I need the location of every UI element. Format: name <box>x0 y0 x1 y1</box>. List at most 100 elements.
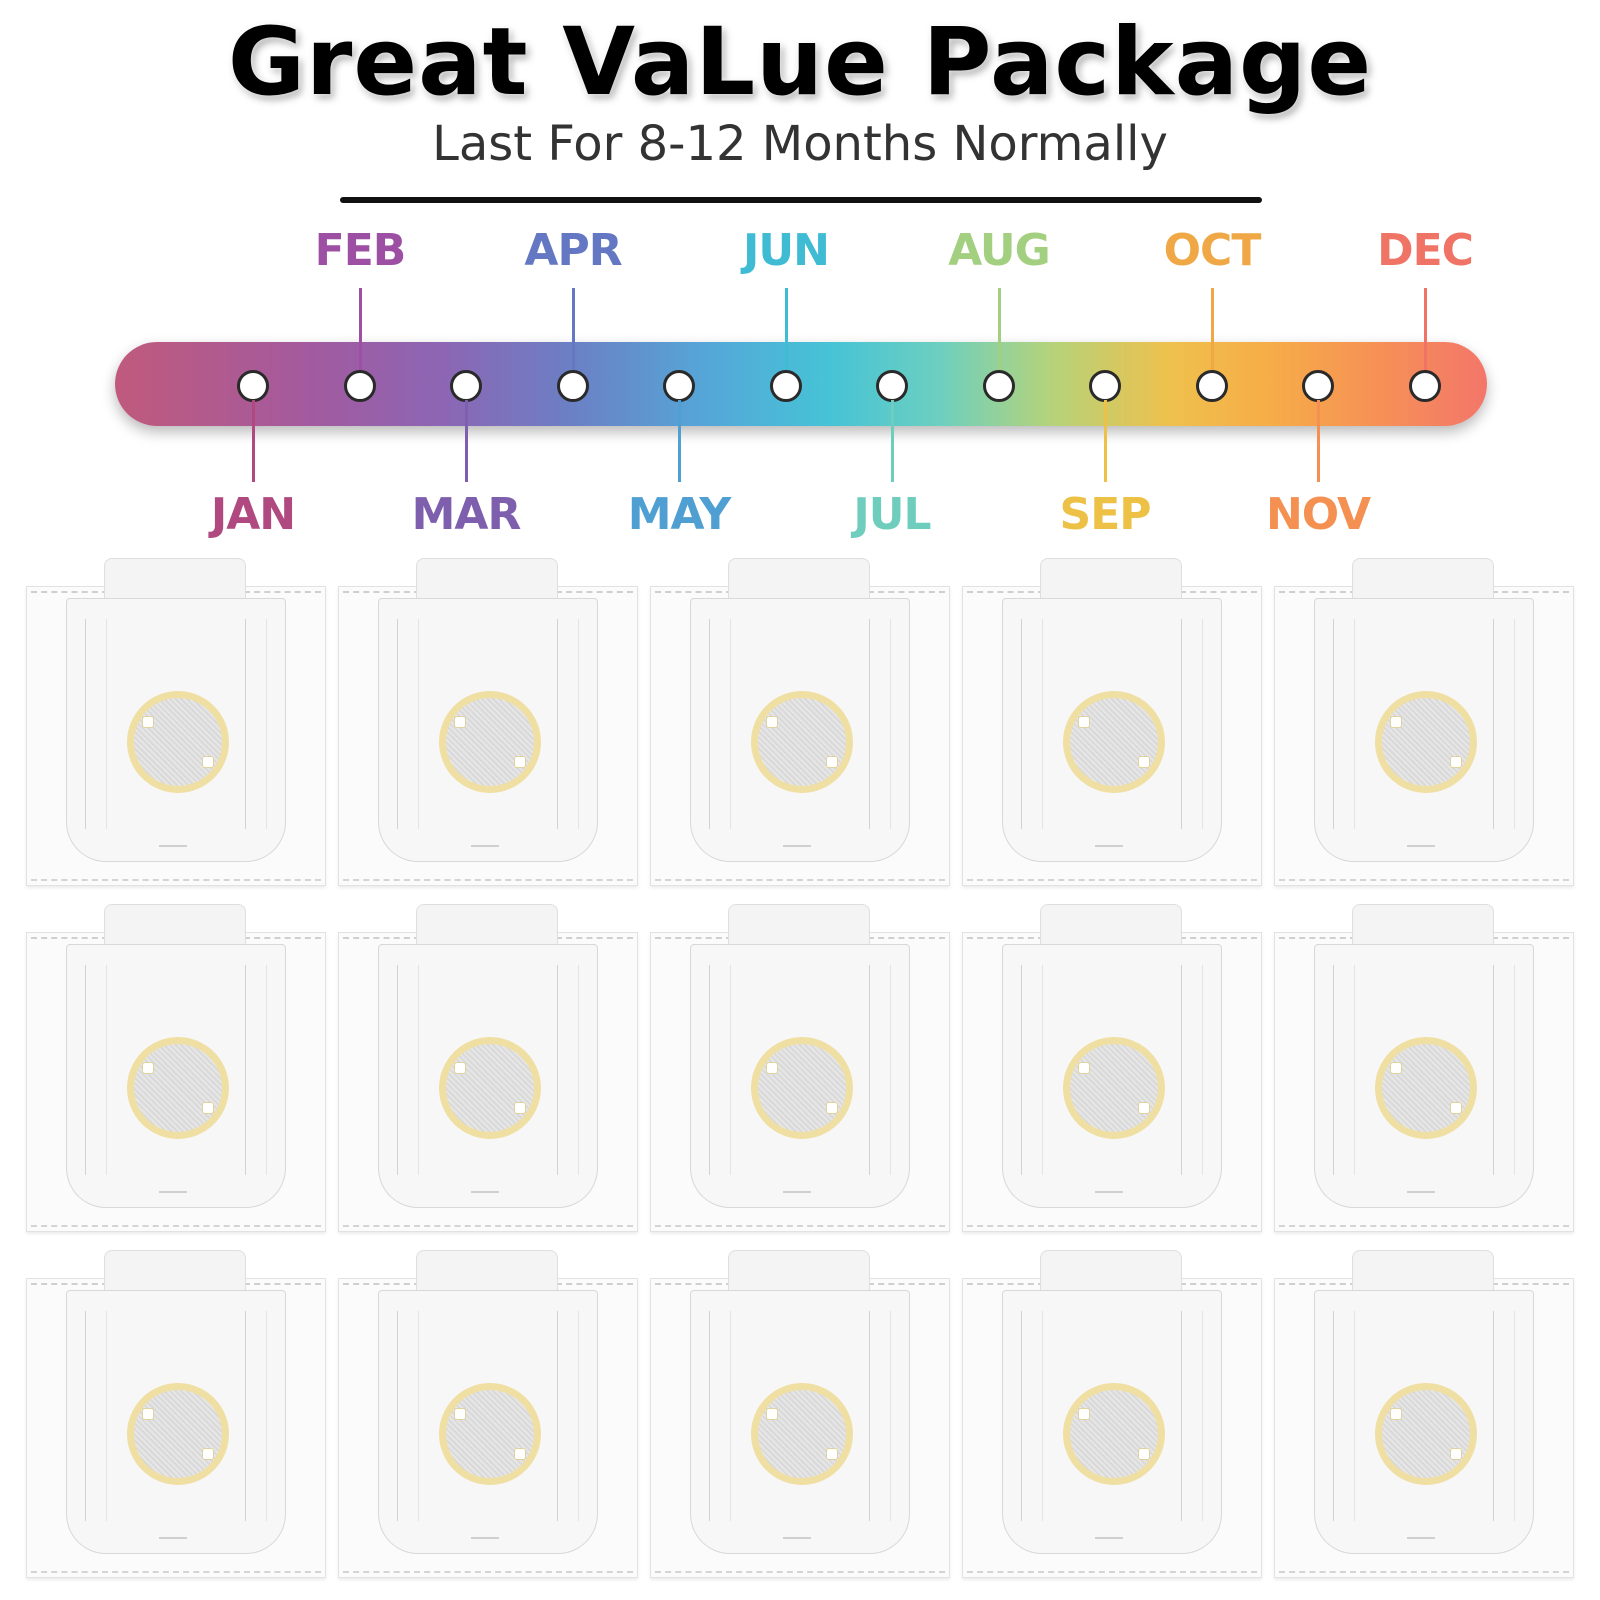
bag-collar-plate <box>378 1290 598 1554</box>
timeline-dot-feb <box>344 370 376 402</box>
plate-rail <box>1181 965 1203 1175</box>
timeline-dot-oct <box>1196 370 1228 402</box>
dust-bag <box>650 1250 950 1578</box>
page-subtitle: Last For 8-12 Months Normally <box>432 116 1168 172</box>
timeline-dot-dec <box>1409 370 1441 402</box>
timeline-dot-nov <box>1302 370 1334 402</box>
divider <box>340 197 1262 203</box>
timeline-dot-jun <box>770 370 802 402</box>
plate-notch <box>159 1183 187 1193</box>
month-label-jun: JUN <box>743 225 830 276</box>
page-title: Great VaLue Package <box>227 8 1373 117</box>
plate-rail <box>1333 1311 1355 1521</box>
plate-rail <box>245 1311 267 1521</box>
plate-notch <box>1407 1183 1435 1193</box>
plate-rail <box>1493 965 1515 1175</box>
plate-notch <box>1095 1529 1123 1539</box>
dust-bag <box>962 558 1262 886</box>
bag-pull-tab <box>728 904 870 946</box>
month-label-dec: DEC <box>1377 225 1474 276</box>
bag-inlet-ring <box>1375 691 1477 793</box>
plate-rail <box>557 619 579 829</box>
plate-notch <box>471 837 499 847</box>
dust-bag <box>962 1250 1262 1578</box>
timeline-dot-jul <box>876 370 908 402</box>
bag-pull-tab <box>1352 558 1494 600</box>
bag-pull-tab <box>1040 904 1182 946</box>
bag-pull-tab <box>104 904 246 946</box>
timeline-stem-apr <box>572 288 575 370</box>
dust-bag <box>338 904 638 1232</box>
bag-pull-tab <box>416 1250 558 1292</box>
dust-bag <box>338 1250 638 1578</box>
plate-rail <box>1021 965 1043 1175</box>
plate-rail <box>709 619 731 829</box>
plate-rail <box>1021 619 1043 829</box>
bag-collar-plate <box>66 1290 286 1554</box>
timeline-stem-aug <box>998 288 1001 370</box>
bag-inlet-ring <box>1063 1037 1165 1139</box>
bag-pull-tab <box>1352 1250 1494 1292</box>
plate-notch <box>1407 1529 1435 1539</box>
plate-rail <box>557 1311 579 1521</box>
bag-pull-tab <box>416 558 558 600</box>
bag-collar-plate <box>66 944 286 1208</box>
plate-notch <box>783 837 811 847</box>
bag-pull-tab <box>1040 1250 1182 1292</box>
plate-notch <box>1095 1183 1123 1193</box>
bag-pull-tab <box>728 558 870 600</box>
plate-notch <box>159 837 187 847</box>
plate-rail <box>85 1311 107 1521</box>
plate-notch <box>159 1529 187 1539</box>
timeline-dot-jan <box>237 370 269 402</box>
plate-rail <box>869 1311 891 1521</box>
timeline-dot-sep <box>1089 370 1121 402</box>
bag-inlet-ring <box>751 1383 853 1485</box>
timeline-stem-mar <box>465 400 468 482</box>
bag-pull-tab <box>104 558 246 600</box>
bag-collar-plate <box>1314 598 1534 862</box>
dust-bag <box>962 904 1262 1232</box>
bag-collar-plate <box>1002 598 1222 862</box>
bag-pull-tab <box>416 904 558 946</box>
bag-collar-plate <box>690 598 910 862</box>
bag-collar-plate <box>690 944 910 1208</box>
plate-rail <box>709 1311 731 1521</box>
plate-rail <box>1333 619 1355 829</box>
bag-inlet-ring <box>751 1037 853 1139</box>
month-label-mar: MAR <box>411 489 522 540</box>
timeline-stem-jan <box>252 400 255 482</box>
plate-rail <box>397 1311 419 1521</box>
plate-rail <box>1181 619 1203 829</box>
timeline-stem-dec <box>1424 288 1427 370</box>
dust-bag <box>1274 558 1574 886</box>
timeline-stem-may <box>678 400 681 482</box>
bag-collar-plate <box>378 944 598 1208</box>
bag-inlet-ring <box>1063 1383 1165 1485</box>
bag-inlet-ring <box>751 691 853 793</box>
dust-bag <box>26 904 326 1232</box>
bag-pull-tab <box>728 1250 870 1292</box>
month-label-feb: FEB <box>314 225 407 276</box>
bag-inlet-ring <box>1375 1037 1477 1139</box>
plate-rail <box>557 965 579 1175</box>
bag-inlet-ring <box>1063 691 1165 793</box>
bag-pull-tab <box>1040 558 1182 600</box>
plate-rail <box>1493 1311 1515 1521</box>
dust-bag <box>1274 1250 1574 1578</box>
bag-inlet-ring <box>127 1037 229 1139</box>
month-label-sep: SEP <box>1059 489 1152 540</box>
bag-pull-tab <box>1352 904 1494 946</box>
month-label-jan: JAN <box>210 489 296 540</box>
bag-pull-tab <box>104 1250 246 1292</box>
bag-inlet-ring <box>439 1383 541 1485</box>
timeline-stem-sep <box>1104 400 1107 482</box>
timeline-dot-may <box>663 370 695 402</box>
plate-notch <box>783 1529 811 1539</box>
bag-collar-plate <box>1002 944 1222 1208</box>
plate-rail <box>869 619 891 829</box>
dust-bag <box>650 904 950 1232</box>
month-label-apr: APR <box>524 225 622 276</box>
bag-collar-plate <box>66 598 286 862</box>
timeline-stem-nov <box>1317 400 1320 482</box>
